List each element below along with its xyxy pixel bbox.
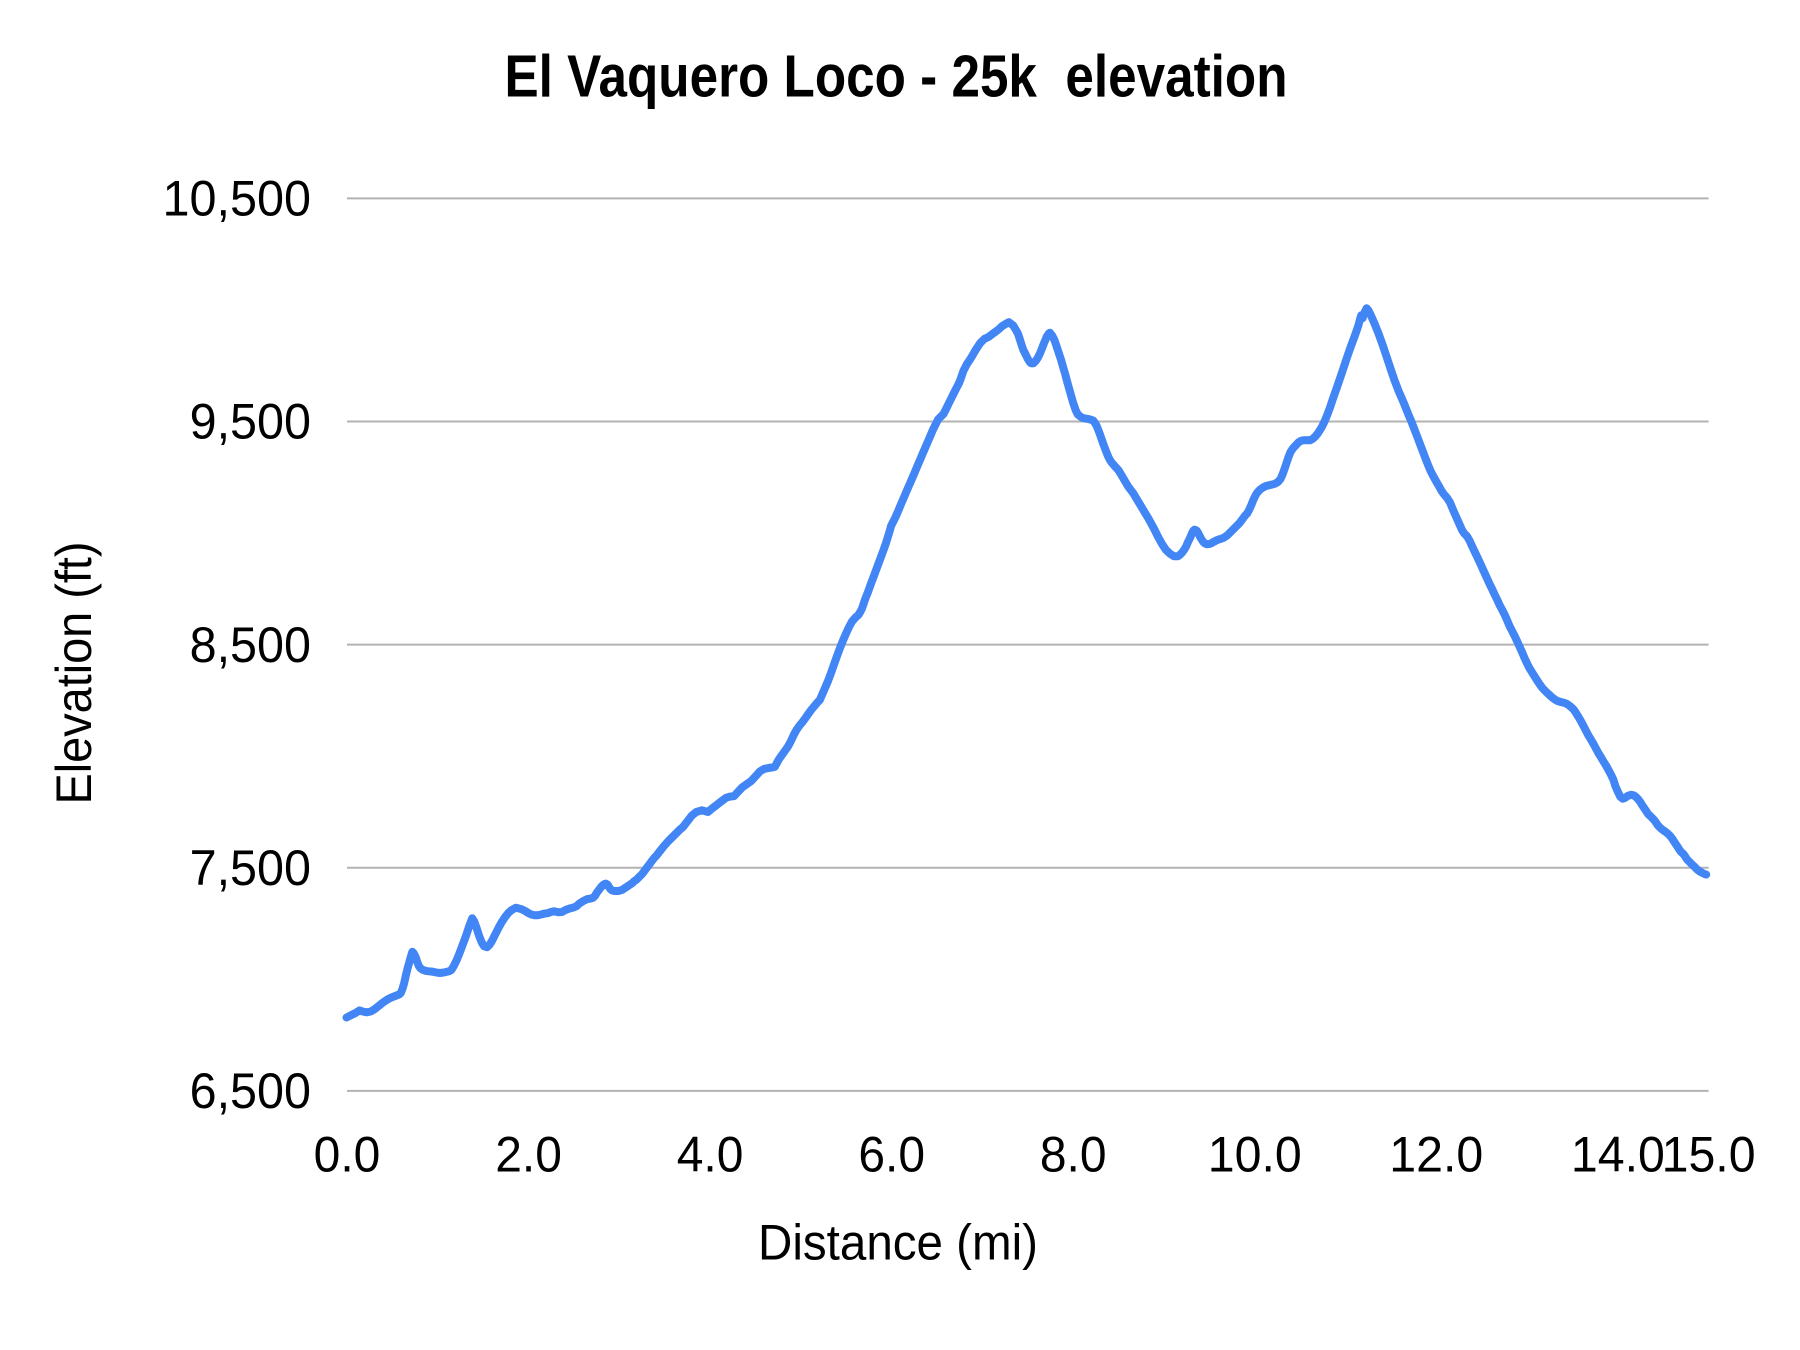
svg-text:Elevation (ft): Elevation (ft): [46, 542, 102, 805]
svg-text:9,500: 9,500: [190, 394, 311, 450]
svg-text:12.0: 12.0: [1389, 1127, 1483, 1183]
svg-text:8,500: 8,500: [190, 617, 311, 673]
svg-text:4.0: 4.0: [677, 1127, 744, 1183]
svg-text:14.0: 14.0: [1571, 1127, 1665, 1183]
svg-text:10.0: 10.0: [1208, 1127, 1302, 1183]
svg-text:El Vaquero Loco - 25k elevati: El Vaquero Loco - 25k elevation: [505, 44, 1288, 110]
svg-text:0.0: 0.0: [314, 1127, 381, 1183]
svg-text:Distance (mi): Distance (mi): [758, 1215, 1038, 1271]
svg-text:7,500: 7,500: [190, 840, 311, 896]
svg-text:8.0: 8.0: [1040, 1127, 1107, 1183]
svg-text:15.0: 15.0: [1662, 1127, 1756, 1183]
svg-text:6,500: 6,500: [190, 1063, 311, 1119]
svg-text:10,500: 10,500: [163, 171, 312, 227]
svg-text:2.0: 2.0: [495, 1127, 562, 1183]
svg-text:6.0: 6.0: [858, 1127, 925, 1183]
